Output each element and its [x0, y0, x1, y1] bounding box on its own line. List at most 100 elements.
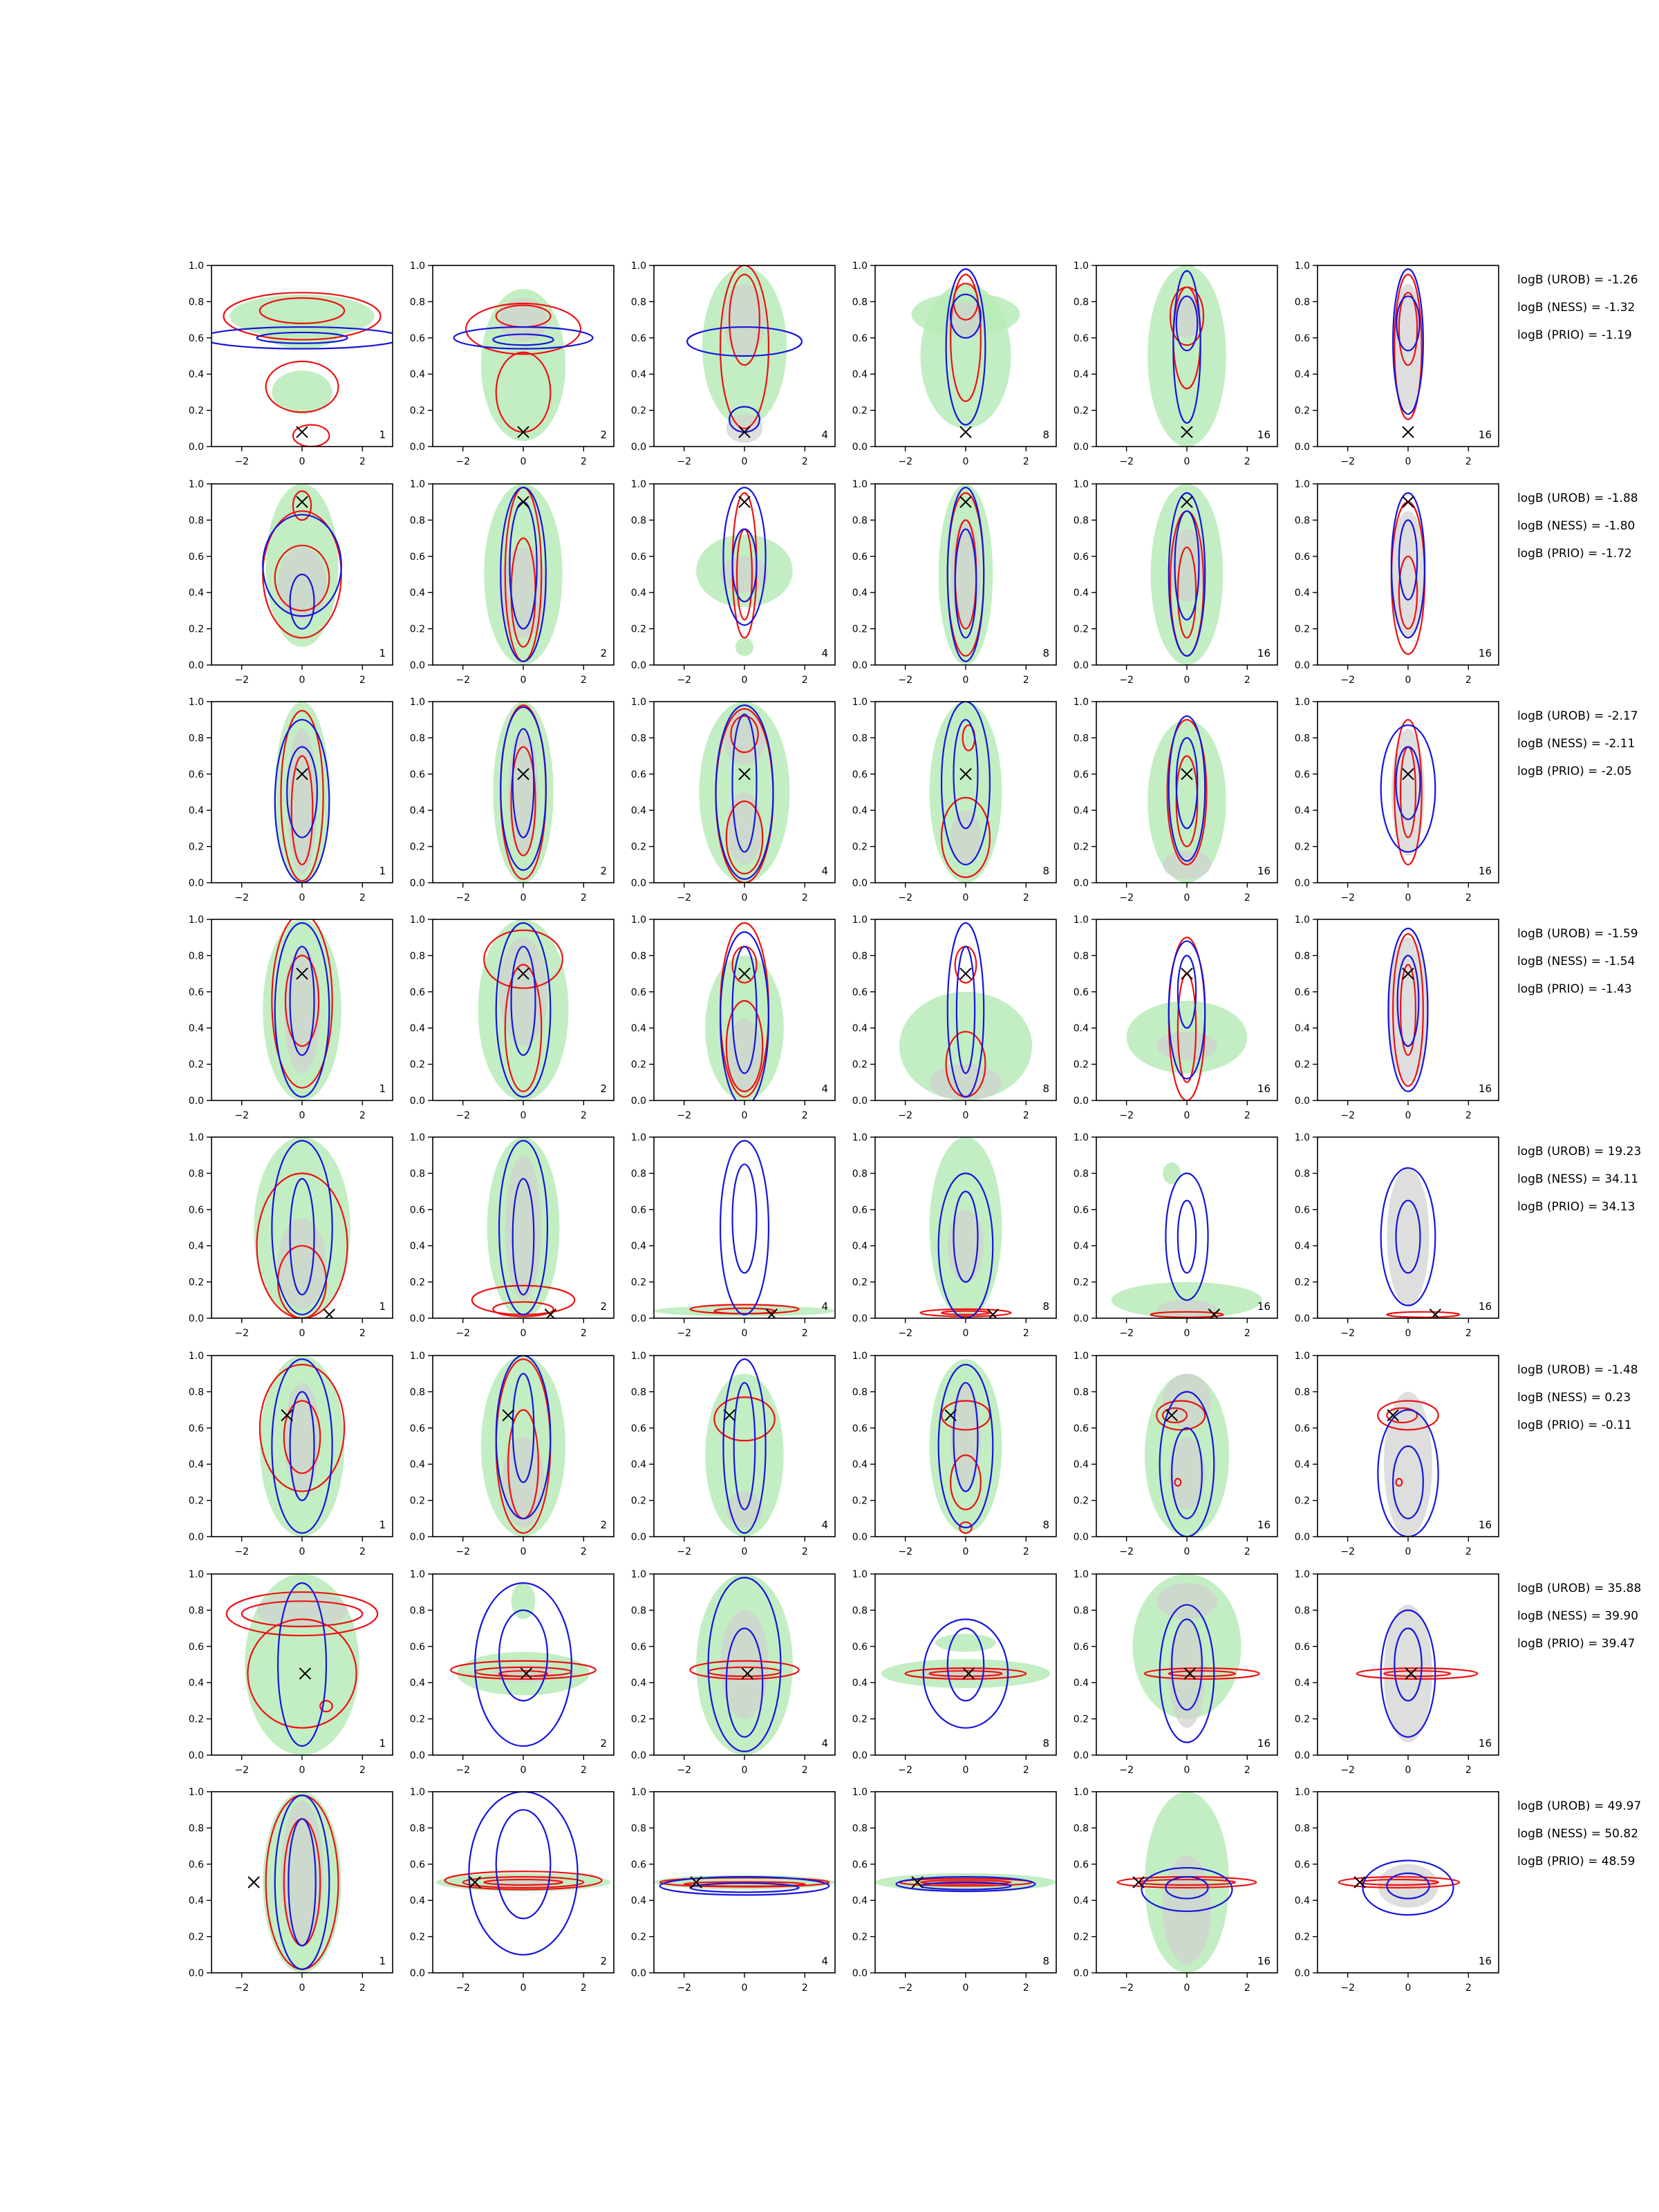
y-tick-label: 0.4	[1295, 1895, 1310, 1906]
x-tick-label: −2	[1340, 892, 1355, 903]
y-tick-label: 0.4	[852, 1023, 868, 1034]
x-tick-label: 0	[963, 675, 969, 686]
y-tick-label: 0.2	[410, 1932, 425, 1943]
red-contour-2	[259, 297, 346, 324]
red-contour-3	[292, 490, 312, 521]
blue-contour-1	[274, 1794, 330, 1970]
subplot-r6-c4: −2 0 2 0.0 0.2 0.4 0.6 0.8 1.0 8	[852, 1351, 1057, 1557]
y-tick-label: 0.4	[631, 1895, 646, 1906]
panel-label: 1	[379, 1519, 386, 1531]
y-tick-label: 0.4	[852, 1459, 868, 1470]
plot-area	[1392, 268, 1424, 438]
red-contour-1	[271, 919, 333, 1089]
y-tick-label: 0.2	[189, 1714, 204, 1725]
green-contour-2	[935, 1633, 996, 1652]
panel-label: 16	[1257, 1519, 1271, 1531]
red-contour-1	[689, 1660, 800, 1680]
y-tick-label: 0.4	[852, 1241, 868, 1252]
blue-contour-2	[1175, 295, 1199, 352]
x-tick-label: 2	[359, 1546, 366, 1557]
blue-contour-2	[1171, 1427, 1203, 1519]
x-tick-label: 2	[802, 1983, 808, 1994]
y-tick-label: 0.0	[1295, 1532, 1310, 1543]
truth-marker	[738, 426, 751, 438]
panel-label: 2	[600, 1955, 607, 1967]
y-tick-label: 0.0	[631, 1532, 646, 1543]
subplot-r2-c2: −2 0 2 0.0 0.2 0.4 0.6 0.8 1.0 2	[410, 479, 615, 686]
x-tick-label: −2	[1119, 1765, 1134, 1776]
y-tick-label: 0.6	[1295, 333, 1310, 344]
y-tick-label: 0.4	[1295, 805, 1310, 816]
blue-contour-2	[1394, 1627, 1423, 1702]
subplot-r6-c6: −2 0 2 0.0 0.2 0.4 0.6 0.8 1.0 16	[1295, 1351, 1499, 1557]
y-tick-label: 0.6	[631, 1642, 646, 1653]
y-tick-label: 0.2	[852, 624, 868, 635]
y-tick-label: 0.6	[852, 1859, 868, 1871]
x-tick-label: −2	[456, 456, 470, 467]
y-tick-label: 0.8	[631, 1605, 646, 1616]
x-tick-label: 0	[963, 1110, 969, 1121]
red-contour-2	[1399, 964, 1417, 1056]
red-contour-2	[504, 964, 543, 1092]
x-tick-label: 2	[1023, 892, 1029, 903]
y-tick-label: 0.4	[852, 1678, 868, 1689]
y-tick-label: 0.0	[1295, 442, 1310, 453]
x-tick-label: 2	[359, 675, 366, 686]
x-tick-label: 2	[1244, 1110, 1250, 1121]
blue-contour-2	[1174, 510, 1200, 621]
y-tick-label: 1.0	[1295, 479, 1310, 490]
grey-contour-1	[281, 1801, 324, 1946]
x-tick-label: 0	[1405, 456, 1412, 467]
logb-annotation: logB (UROB) = -1.48	[1517, 1363, 1638, 1377]
y-tick-label: 0.4	[189, 1459, 204, 1470]
grey-contour-1	[1163, 1855, 1211, 1964]
red-contour-1	[950, 273, 982, 402]
x-tick-label: 0	[1405, 1983, 1412, 1994]
x-tick-label: 2	[1023, 675, 1029, 686]
grey-contour-1	[287, 729, 317, 874]
x-tick-label: 2	[1023, 1110, 1029, 1121]
red-contour-2	[284, 955, 320, 1047]
truth-marker	[517, 426, 529, 438]
grey-contour-1	[720, 1610, 769, 1719]
green-contour-2	[735, 637, 754, 656]
x-tick-label: 2	[1023, 1546, 1029, 1557]
x-tick-label: 2	[802, 1328, 808, 1339]
blue-contour-1	[715, 704, 774, 880]
y-tick-label: 0.8	[1295, 1168, 1310, 1179]
subplot-r6-c3: −2 0 2 0.0 0.2 0.4 0.6 0.8 1.0 4	[631, 1351, 836, 1557]
subplot-r5-c1: −2 0 2 0.0 0.2 0.4 0.6 0.8 1.0 1	[189, 1132, 393, 1339]
y-tick-label: 0.8	[631, 733, 646, 744]
y-tick-label: 0.8	[852, 1823, 868, 1834]
y-tick-label: 0.8	[1295, 1823, 1310, 1834]
y-tick-label: 0.8	[852, 1168, 868, 1179]
y-tick-label: 0.6	[1295, 1642, 1310, 1653]
blue-contour-2	[1177, 955, 1197, 1029]
y-tick-label: 1.0	[1074, 479, 1089, 490]
plot-area	[881, 1618, 1051, 1729]
x-tick-label: 0	[299, 1110, 306, 1121]
y-tick-label: 0.6	[1074, 333, 1089, 344]
plot-area	[654, 1875, 835, 1896]
plot-area	[1387, 927, 1430, 1092]
x-tick-label: −2	[234, 456, 249, 467]
blue-contour-2	[289, 573, 315, 630]
blue-contour-1	[945, 268, 986, 426]
y-tick-label: 0.4	[852, 805, 868, 816]
blue-contour-1	[719, 1140, 770, 1315]
y-tick-label: 0.6	[189, 1423, 204, 1434]
subplot-r4-c2: −2 0 2 0.0 0.2 0.4 0.6 0.8 1.0 2	[410, 915, 615, 1121]
x-tick-label: 0	[299, 1983, 306, 1994]
y-tick-label: 0.0	[631, 442, 646, 453]
red-contour-2	[274, 544, 330, 612]
grey-contour-2	[1168, 1619, 1206, 1728]
truth-marker	[959, 496, 972, 508]
x-tick-label: −2	[456, 1983, 470, 1994]
y-tick-label: 0.4	[189, 1678, 204, 1689]
red-contour-1	[450, 1660, 597, 1680]
red-contour-1	[1356, 1667, 1479, 1680]
x-tick-label: −2	[1119, 892, 1134, 903]
y-tick-label: 1.0	[1295, 261, 1310, 272]
y-tick-label: 1.0	[189, 1351, 204, 1362]
